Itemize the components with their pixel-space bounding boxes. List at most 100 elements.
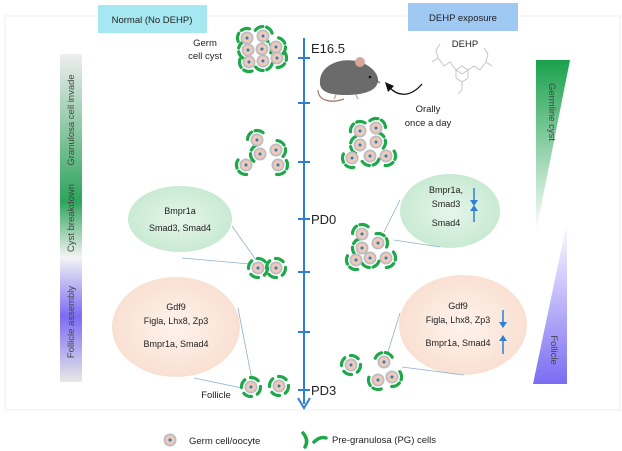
germ-cell — [269, 261, 283, 275]
pre-granulosa-cell — [239, 26, 252, 33]
pre-granulosa-cell — [239, 378, 247, 390]
pre-granulosa-cell — [340, 152, 346, 164]
germ-cell — [240, 31, 254, 45]
pre-granulosa-cell — [381, 138, 388, 150]
pre-granulosa-legend-icon — [301, 431, 328, 449]
germ-cell — [269, 40, 283, 54]
germ-cell — [256, 54, 270, 68]
timeline: E16.5 PD0 PD3 — [297, 38, 345, 410]
pre-granulosa-cell — [249, 272, 261, 280]
pre-granulosa-cell — [383, 350, 394, 359]
pre-granulosa-cell — [276, 374, 288, 382]
pre-granulosa-cell — [255, 384, 263, 396]
pre-granulosa-cell — [237, 57, 243, 69]
gene-text: Figla, Lhx8, Zp3 — [144, 316, 209, 326]
pre-granulosa-cell — [348, 265, 360, 272]
germ-cell — [369, 121, 383, 135]
pre-granulosa-cell — [246, 259, 254, 271]
pre-granulosa-cell — [273, 256, 285, 264]
label-granulosa-invade: Granulosa cell invade — [66, 74, 77, 165]
germline-cyst-triangle — [536, 60, 570, 232]
pre-granulosa-cell — [242, 391, 254, 399]
germ-cell — [242, 55, 256, 69]
pre-granulosa-cell — [283, 383, 291, 395]
pre-granulosa-cell — [275, 62, 287, 70]
cyst-dehp-pd3 — [366, 350, 404, 392]
pre-granulosa-cell — [264, 25, 274, 35]
pre-granulosa-cell — [366, 375, 372, 388]
germ-cell — [244, 380, 258, 394]
pre-granulosa-cell — [350, 224, 359, 236]
germ-cell — [349, 253, 363, 267]
pre-granulosa-cell — [371, 157, 381, 167]
dehp-pd3-gene-bubble — [399, 275, 527, 375]
mouse-illustration — [317, 57, 381, 102]
pre-granulosa-cell — [349, 134, 358, 145]
germ-cell — [269, 143, 283, 157]
dehp-label: DEHP — [452, 39, 478, 50]
germ-cell-legend-icon — [163, 433, 177, 447]
stage-pd0: PD0 — [311, 212, 336, 227]
once-a-day-label: once a day — [405, 118, 452, 129]
up-arrow-icon — [470, 205, 478, 222]
germ-cell — [163, 433, 177, 447]
pre-granulosa-cell — [398, 370, 404, 382]
label-germline-cyst: Germline cyst — [546, 83, 557, 141]
pre-granulosa-cell — [344, 163, 356, 170]
gene-text: Bmpr1a — [164, 206, 196, 216]
normal-header-box — [98, 5, 207, 33]
normal-header: Normal (No DEHP) — [112, 15, 193, 26]
pre-granulosa-cell — [245, 130, 254, 142]
pre-granulosa-cell — [248, 152, 256, 163]
germ-cell — [270, 51, 284, 65]
germ-cell — [369, 135, 383, 149]
pre-granulosa-cell — [371, 259, 381, 269]
pre-granulosa-cell — [242, 68, 254, 74]
pre-granulosa-cell — [360, 261, 371, 270]
legend: Germ cell/oocyte Pre-granulosa (PG) cell… — [163, 431, 436, 449]
germ-cell — [371, 236, 385, 250]
germ-cell — [363, 149, 377, 163]
follicle-label: Follicle — [201, 390, 231, 401]
pre-granulosa-cell — [368, 116, 380, 123]
process-gradient-bar — [60, 54, 82, 382]
pre-granulosa-cell — [264, 259, 272, 271]
dehp-pd0-gene-bubble — [400, 174, 500, 248]
germ-cell — [355, 227, 369, 241]
pre-granulosa-cell — [371, 386, 383, 392]
pre-granulosa-cell — [265, 61, 274, 72]
pre-granulosa-cell — [355, 119, 367, 125]
germ-cell — [345, 151, 359, 165]
pre-granulosa-cell — [339, 356, 347, 368]
connector-lines — [181, 199, 465, 389]
germ-cell — [385, 370, 399, 384]
germ-cell — [271, 158, 285, 172]
down-arrow-icon — [499, 310, 507, 328]
gene-text: Figla, Lhx8, Zp3 — [426, 315, 491, 325]
germ-cell — [353, 138, 367, 152]
pre-granulosa-cell — [235, 31, 241, 44]
pre-granulosa-cell — [344, 254, 350, 266]
follicle-dehp-pd3-a — [339, 353, 363, 377]
pre-granulosa-cell — [374, 231, 386, 238]
germ-cell-cyst-label-2: cell cyst — [188, 51, 222, 62]
germ-cell-cyst-e16-5 — [235, 24, 289, 74]
pre-granulosa-cell — [391, 250, 398, 262]
cyst-dehp-mid — [340, 116, 398, 170]
germ-cell — [253, 147, 267, 161]
pre-granulosa-cell — [255, 256, 267, 264]
pre-granulosa-cell — [267, 272, 279, 280]
pre-granulosa-cell — [360, 159, 371, 168]
up-arrow-icon — [499, 335, 507, 354]
pre-granulosa-cell — [280, 265, 288, 277]
orally-label: Orally — [416, 104, 441, 115]
legend-germ-cell: Germ cell/oocyte — [189, 436, 260, 447]
cell-clusters — [234, 24, 404, 399]
germ-cell — [377, 355, 391, 369]
dehp-header-box — [408, 3, 518, 31]
dehp-molecule-icon — [431, 43, 493, 95]
gene-text: Smad3 — [432, 199, 461, 209]
pre-granulosa-cell — [267, 377, 275, 389]
germ-cell — [355, 241, 369, 255]
